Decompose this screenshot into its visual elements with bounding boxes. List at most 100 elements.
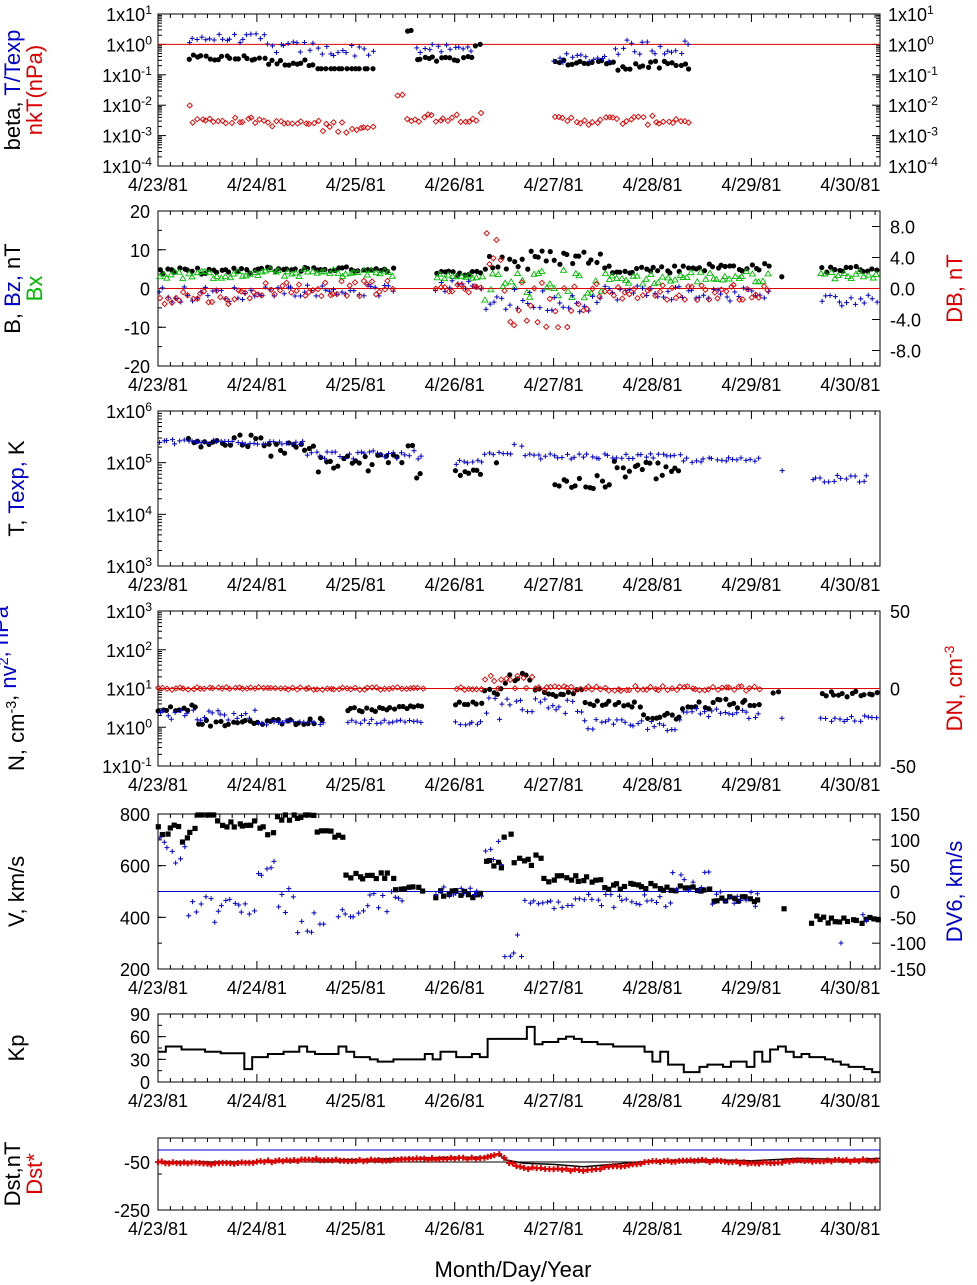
data-point	[679, 50, 685, 56]
data-point	[497, 676, 505, 683]
data-point	[351, 288, 357, 294]
data-point	[730, 711, 736, 717]
data-point	[693, 706, 699, 712]
data-point	[665, 118, 673, 125]
data-point	[544, 899, 550, 905]
data-point	[626, 468, 633, 474]
data-point	[466, 278, 472, 284]
data-point	[302, 685, 310, 693]
data-point	[698, 885, 704, 891]
data-point	[644, 39, 650, 45]
data-point	[514, 932, 520, 938]
data-point	[188, 272, 196, 280]
data-point	[465, 118, 473, 125]
data-point	[832, 294, 838, 300]
data-point	[844, 272, 852, 280]
data-point	[665, 288, 671, 294]
data-point	[301, 719, 307, 725]
data-point	[596, 293, 603, 300]
data-point	[828, 264, 834, 270]
data-point	[550, 703, 556, 709]
data-point	[648, 719, 654, 725]
data-point	[178, 856, 184, 862]
data-point	[490, 265, 496, 271]
data-point	[187, 829, 193, 835]
data-point	[347, 269, 356, 276]
x-tick-label: 4/25/81	[326, 1091, 386, 1111]
data-point	[819, 264, 825, 271]
data-point	[633, 265, 640, 272]
data-point	[541, 875, 547, 882]
data-point	[756, 1160, 763, 1167]
data-point	[827, 292, 833, 298]
data-point	[551, 294, 557, 300]
data-point	[323, 828, 330, 834]
data-point	[501, 287, 508, 294]
data-point	[690, 879, 696, 885]
data-point	[202, 439, 208, 445]
x-tick-label: 4/24/81	[227, 375, 287, 395]
data-point	[686, 887, 692, 893]
data-point	[310, 443, 316, 449]
data-point	[443, 54, 449, 61]
data-point	[487, 686, 493, 692]
data-point	[477, 471, 484, 477]
data-point	[652, 883, 658, 889]
data-point	[844, 716, 850, 722]
data-point	[581, 249, 587, 255]
data-point	[534, 318, 541, 326]
data-point	[439, 115, 446, 122]
data-point	[461, 890, 467, 896]
data-point	[610, 721, 616, 727]
data-point	[311, 720, 317, 726]
data-point	[293, 444, 299, 450]
data-point	[606, 58, 612, 64]
data-point	[560, 691, 566, 698]
data-point	[486, 857, 493, 864]
data-point	[709, 708, 715, 714]
data-point	[469, 115, 477, 123]
data-point	[605, 275, 614, 283]
data-point	[569, 61, 575, 67]
data-point	[355, 450, 361, 456]
panel-kp: 4/23/81 4/24/81 4/25/81 4/26/81 4/27/81 4/28/…	[4, 1005, 881, 1111]
data-point	[693, 296, 701, 304]
data-point	[507, 953, 513, 959]
data-point	[554, 291, 563, 299]
data-point	[622, 474, 628, 480]
data-point	[668, 685, 676, 692]
data-point	[508, 831, 514, 837]
data-point	[593, 280, 600, 288]
x-tick-label: 4/27/81	[524, 775, 584, 795]
data-point	[417, 471, 423, 477]
data-point	[444, 42, 450, 48]
data-point	[384, 268, 393, 276]
x-tick-label: 4/23/81	[128, 375, 188, 395]
x-tick-label: 4/24/81	[227, 175, 287, 195]
data-point	[337, 453, 343, 459]
data-point	[569, 902, 575, 908]
data-point	[577, 58, 583, 65]
data-point	[779, 274, 785, 280]
data-point	[282, 62, 288, 68]
right-tick-label: 4.0	[890, 249, 915, 269]
data-point	[410, 884, 416, 890]
data-point	[552, 453, 558, 459]
x-tick-label: 4/26/81	[425, 1219, 485, 1239]
data-point	[214, 117, 222, 125]
data-point	[466, 470, 472, 476]
right-axis-title: DB, nT	[942, 254, 967, 322]
data-point	[747, 456, 753, 462]
data-point	[343, 264, 349, 270]
data-point	[673, 686, 681, 694]
data-point	[324, 449, 330, 455]
data-point	[238, 713, 244, 719]
data-point	[448, 114, 456, 121]
data-point	[843, 264, 849, 271]
data-point	[477, 284, 484, 291]
data-point	[589, 879, 595, 885]
data-point	[719, 895, 725, 901]
data-point	[319, 127, 327, 135]
data-point	[655, 120, 663, 127]
data-point	[328, 51, 334, 57]
